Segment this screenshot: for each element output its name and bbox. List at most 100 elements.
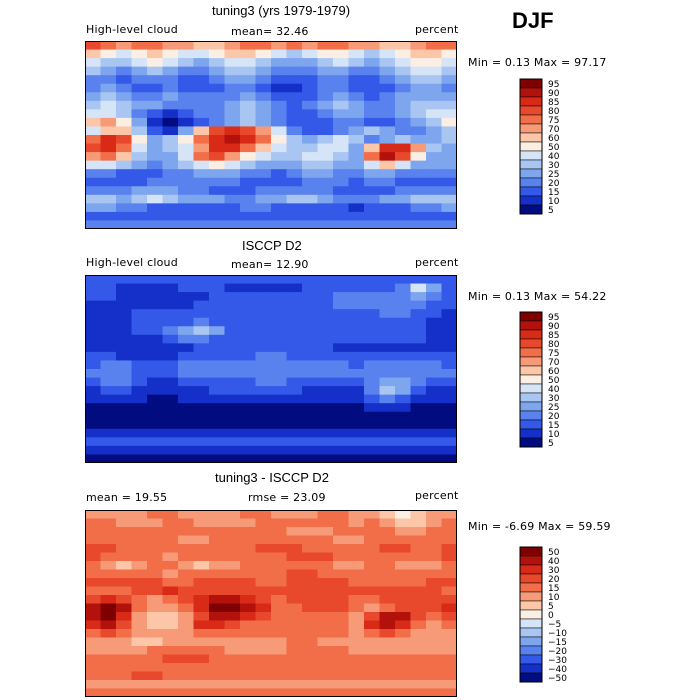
panel2-field-cell (224, 360, 241, 370)
panel3-mean: mean = 19.55 (86, 491, 168, 504)
panel1-field-cell (286, 66, 303, 76)
panel2-field-cell (162, 437, 179, 447)
panel3-field-cell (209, 646, 226, 656)
panel3-field-cell (209, 603, 226, 613)
panel3-field-cell (410, 569, 427, 579)
panel1-field-cell (116, 203, 133, 213)
panel3-field-cell (255, 612, 272, 622)
panel3-field-cell (333, 510, 350, 520)
panel1-field-cell (116, 58, 133, 68)
panel3-field-cell (395, 595, 412, 605)
panel2-field-cell (317, 351, 334, 362)
panel2-title: ISCCP D2 (242, 238, 302, 253)
panel3-field-cell (271, 680, 288, 690)
panel3-colorbar-label: 20 (548, 575, 560, 585)
panel3-field-cell (441, 561, 457, 571)
panel2-field-cell (364, 283, 381, 293)
panel3-field-cell (116, 671, 133, 681)
panel1-field-cell (116, 220, 133, 229)
panel2-field-cell (193, 326, 210, 336)
panel3-field-cell (116, 544, 133, 554)
panel3-field-cell (193, 654, 210, 664)
panel2-field-cell (410, 437, 427, 447)
panel3-field-cell (302, 595, 319, 605)
panel1-field-cell (162, 92, 179, 102)
panel1-field-cell (286, 109, 303, 119)
panel3-field-cell (364, 544, 381, 554)
panel3-field-cell (348, 552, 365, 562)
panel3-field-cell (193, 586, 210, 596)
panel1-field-cell (286, 220, 303, 229)
panel2-field-cell (441, 309, 457, 319)
panel3-field-cell (317, 688, 334, 697)
panel1-field-cell (209, 100, 226, 110)
panel2-field-cell (255, 351, 272, 362)
panel1-field-cell (131, 100, 148, 110)
panel3-field-cell (100, 510, 117, 520)
panel1-field-cell (209, 194, 226, 204)
panel2-field-cell (193, 360, 210, 370)
panel3-field-cell (441, 578, 457, 588)
panel2-field-cell (348, 283, 365, 293)
panel2-field-cell (302, 428, 319, 438)
panel2-field-cell (271, 351, 288, 362)
panel3-field-cell (333, 688, 350, 697)
panel1-field-cell (395, 152, 412, 162)
panel2-field-cell (162, 454, 179, 463)
panel1-field-cell (379, 135, 396, 145)
panel3-field-cell (317, 612, 334, 622)
panel2-field-cell (162, 300, 179, 310)
panel3-field-cell (441, 603, 457, 613)
panel3-field-cell (224, 527, 241, 537)
panel3-units: percent (415, 489, 459, 502)
panel1-field-cell (147, 117, 164, 128)
panel1-field-cell (317, 66, 334, 76)
panel1-field-cell (426, 49, 443, 59)
panel1-field-cell (441, 109, 457, 119)
panel1-field-cell (240, 186, 257, 196)
panel2-field-cell (395, 437, 412, 447)
panel2-field-cell (426, 334, 443, 344)
panel1-field-cell (379, 160, 396, 170)
panel2-field-cell (85, 420, 102, 430)
panel2-field-cell (147, 445, 164, 456)
panel1-field-cell (162, 177, 179, 187)
panel2-field-cell (147, 292, 164, 302)
panel3-field-cell (379, 578, 396, 588)
panel3-field-cell (240, 569, 257, 579)
panel3-field-cell (426, 569, 443, 579)
panel1-field-cell (147, 169, 164, 179)
panel1-field-cell (348, 92, 365, 102)
panel3-field-cell (333, 671, 350, 681)
panel3-field-cell (271, 544, 288, 554)
panel2-field-cell (441, 292, 457, 302)
panel2-field-cell (395, 300, 412, 310)
panel3-field-cell (410, 620, 427, 630)
panel1-field-cell (395, 143, 412, 153)
panel2-field-cell (116, 292, 133, 302)
panel1-field-cell (100, 211, 117, 222)
panel3-field-cell (364, 527, 381, 537)
panel2-colorbar-label: 25 (548, 403, 559, 413)
panel2-field-cell (147, 428, 164, 438)
panel1-field-cell (286, 135, 303, 145)
panel1-field-cell (100, 92, 117, 102)
panel3-field-cell (317, 561, 334, 571)
panel3-field-cell (193, 612, 210, 622)
panel2-field-cell (131, 386, 148, 396)
panel3-colorbar-label: −10 (548, 629, 567, 639)
panel3-field-cell (85, 629, 102, 639)
panel3-field-cell (240, 595, 257, 605)
panel3-field-cell (85, 637, 102, 647)
panel3-colorbar-swatch (519, 564, 543, 575)
panel1-field-cell (224, 203, 241, 213)
panel3-field-cell (131, 578, 148, 588)
panel3-field-cell (131, 671, 148, 681)
panel2-field-cell (286, 275, 303, 285)
panel2-field-cell (224, 292, 241, 302)
panel3-colorbar-label: 50 (548, 548, 560, 558)
panel2-field-cell (364, 428, 381, 438)
panel2-field-cell (255, 309, 272, 319)
panel1-field-cell (178, 177, 195, 187)
panel3-colorbar-frame (519, 546, 543, 683)
